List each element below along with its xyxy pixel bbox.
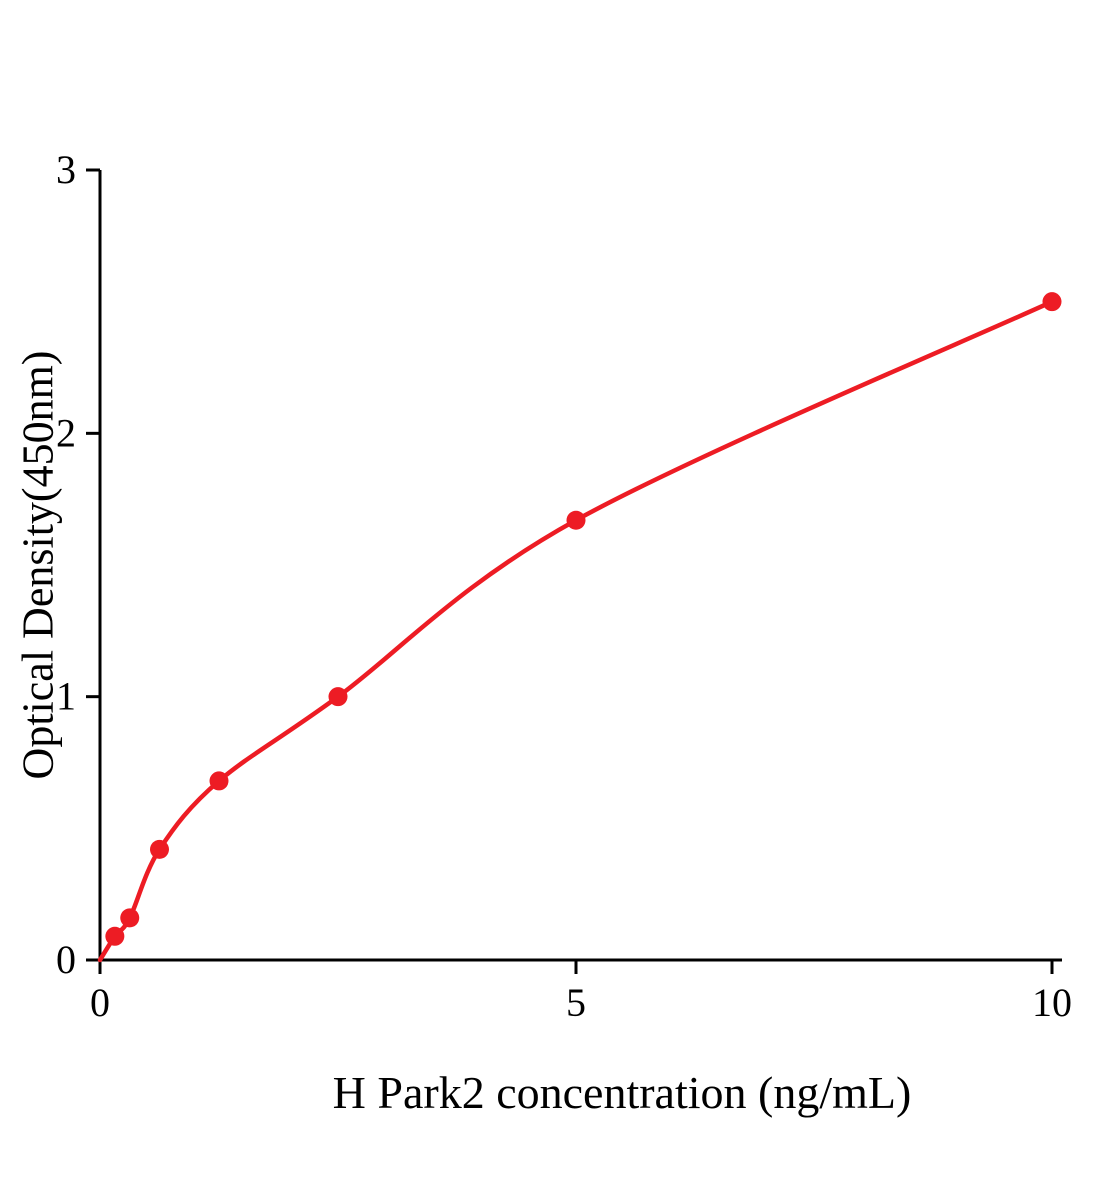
fit-curve — [97, 299, 1055, 963]
x-tick-label: 0 — [90, 980, 110, 1025]
data-point — [1042, 292, 1062, 312]
y-tick-label: 2 — [56, 410, 76, 455]
data-point — [120, 908, 140, 928]
data-point — [328, 687, 348, 707]
y-tick-label: 0 — [56, 937, 76, 982]
x-tick-label: 5 — [566, 980, 586, 1025]
y-axis-title: Optical Density(450nm) — [13, 350, 63, 780]
x-tick-label: 10 — [1032, 980, 1072, 1025]
y-tick-label: 1 — [56, 674, 76, 719]
data-point — [105, 926, 125, 946]
y-tick-label: 3 — [56, 147, 76, 192]
x-axis-title: H Park2 concentration (ng/mL) — [332, 1067, 912, 1118]
data-point — [566, 510, 586, 530]
data-point — [209, 771, 229, 791]
data-point — [150, 839, 169, 859]
